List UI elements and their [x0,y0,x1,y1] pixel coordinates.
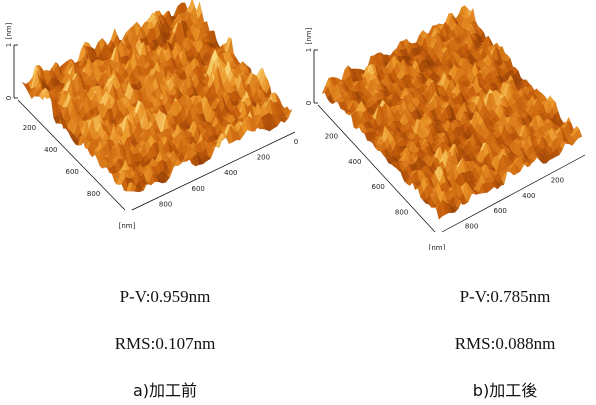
surface [22,0,292,192]
y-tick-label: 200 [551,176,564,184]
pv-value: P-V:0.785nm [385,287,596,307]
axis-unit: [nm] [119,222,136,230]
y-tick-label: 400 [224,169,237,177]
x-tick-label: 200 [23,124,36,132]
pv-value: P-V:0.959nm [45,287,285,307]
z-unit-label: [nm] [5,22,13,39]
z-max-label: 1 [5,43,13,47]
x-tick-label: 600 [66,168,79,176]
x-tick-label: 600 [372,183,385,191]
z-max-label: 1 [305,48,313,52]
rms-value: RMS:0.107nm [45,334,285,354]
surface [322,6,582,220]
x-tick-label: 400 [348,158,361,166]
figure: 0 1 [nm] 200 400 600 800 800 600 400 200 0 [nm] 0 1 [nm… [0,0,596,405]
axis-unit: [nm] [429,244,446,250]
y-tick-label: 400 [522,192,535,200]
y-tick-label: 200 [257,154,270,162]
x-tick-label: 200 [325,132,338,140]
z-unit-label: [nm] [305,27,313,44]
y-tick-label: 600 [192,185,205,193]
caption: b)加工後 [385,377,596,401]
y-tick-label: 800 [159,200,172,208]
surface-plots: 0 1 [nm] 200 400 600 800 800 600 400 200 0 [nm] 0 1 [nm… [0,0,596,250]
z-min-label: 0 [305,101,313,105]
x-tick-label: 800 [395,209,408,217]
caption: a)加工前 [45,377,285,401]
x-tick-label: 800 [87,190,100,198]
rms-value: RMS:0.088nm [385,334,596,354]
x-tick-label: 400 [44,146,57,154]
y-tick-label: 600 [494,207,507,215]
y-tick-label: 800 [465,223,478,231]
y-tick-label: 0 [294,138,298,146]
z-min-label: 0 [5,96,13,100]
